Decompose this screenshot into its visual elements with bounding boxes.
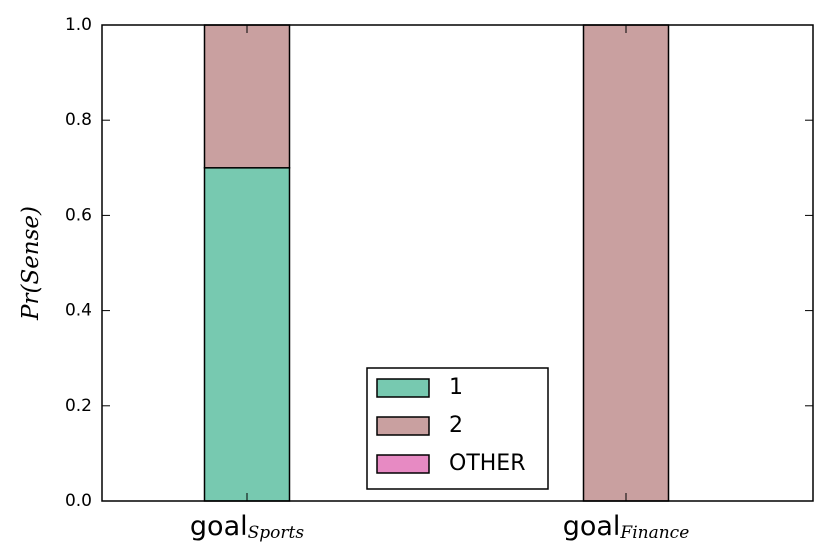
bar-segment [203,24,291,169]
bar-segment [203,167,291,502]
legend-label: 1 [449,375,463,400]
y-tick-label: 1.0 [65,15,92,35]
x-tick-label: goalFinance [563,511,690,543]
legend-label: 2 [449,413,463,438]
y-axis-label: Pr(Sense) [18,206,44,321]
legend-swatch [376,454,430,474]
y-tick-label: 0.0 [65,491,92,511]
legend-swatch [376,416,430,436]
y-tick-label: 0.6 [65,205,92,225]
legend-swatch [376,378,430,398]
category-subscript: Sports [248,523,305,543]
category-main: goal [190,511,248,542]
category-main: goal [563,511,621,542]
bar-segment [582,24,670,502]
x-tick-label: goalSports [190,511,304,543]
y-tick-label: 0.4 [65,301,92,321]
y-tick-label: 0.2 [65,396,92,416]
category-subscript: Finance [619,523,689,543]
y-tick-label: 0.8 [65,110,92,130]
legend-label: OTHER [449,451,525,476]
plot-frame [101,24,814,502]
